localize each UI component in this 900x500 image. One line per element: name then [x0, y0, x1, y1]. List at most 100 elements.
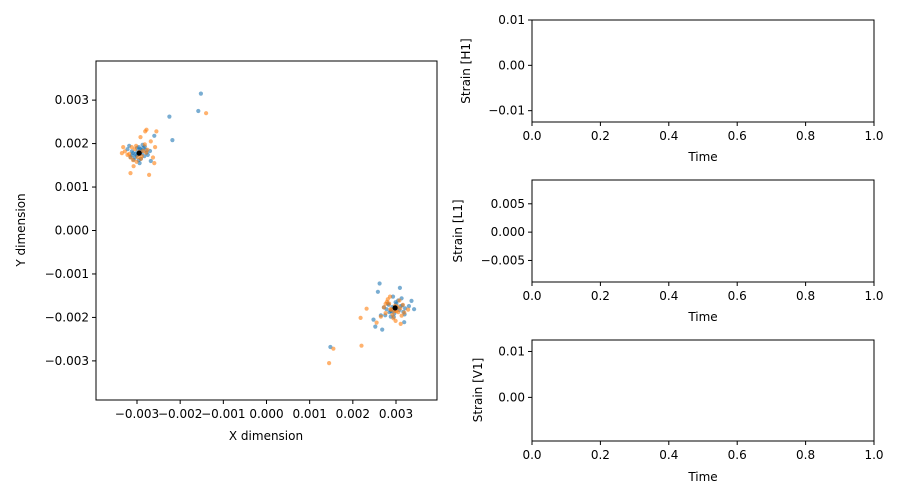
scatter-point-series-1	[152, 161, 157, 166]
strain-h1-y-tick-label: 0.00	[498, 58, 525, 72]
strain-l1-x-axis-label: Time	[687, 310, 717, 324]
scatter-x-tick-label: −0.003	[115, 407, 159, 421]
scatter-point-series-1	[374, 320, 379, 325]
strain-l1-x-tick-label: 0.6	[728, 289, 747, 303]
strain-l1-x-ticks: 0.0 0.2 0.4 0.6 0.8 1.0	[522, 282, 884, 303]
scatter-point-series-1	[398, 321, 403, 326]
strain-h1-x-tick-label: 1.0	[864, 129, 883, 143]
strain-h1-x-tick-label: 0.6	[728, 129, 747, 143]
scatter-point-series-0	[148, 158, 153, 164]
scatter-y-axis-label: Y dimension	[14, 193, 28, 267]
scatter-point-series-1	[204, 111, 209, 116]
scatter-point-series-1	[393, 318, 398, 323]
scatter-point-series-1	[127, 151, 132, 157]
scatter-point-series-1	[359, 343, 364, 348]
scatter-point-series-1	[383, 311, 388, 316]
cluster-center-point	[136, 150, 142, 156]
strain-l1-y-tick-label: −0.005	[481, 253, 525, 267]
strain-v1-x-tick-label: 0.0	[522, 448, 541, 462]
scatter-point-series-0	[397, 285, 402, 290]
strain-v1-x-axis-label: Time	[687, 470, 717, 484]
strain-v1-panel: 0.0 0.2 0.4 0.6 0.8 1.0 0.00 0.01 Time Strain …	[471, 339, 884, 484]
scatter-point-series-1	[131, 164, 136, 169]
scatter-point-series-0	[198, 91, 203, 96]
strain-l1-y-axis-label: Strain [L1]	[451, 199, 465, 262]
strain-h1-axes-frame	[531, 19, 875, 123]
scatter-points	[119, 91, 417, 366]
strain-l1-y-tick-label: 0.005	[491, 197, 525, 211]
strain-h1-x-axis-label: Time	[687, 150, 717, 164]
scatter-point-series-1	[128, 155, 133, 160]
scatter-point-series-1	[140, 148, 146, 154]
scatter-point-series-1	[134, 143, 139, 148]
scatter-point-series-1	[400, 302, 405, 307]
strain-l1-panel: 0.0 0.2 0.4 0.6 0.8 1.0 −0.005 0.000 0.005 Time…	[451, 179, 884, 324]
scatter-point-series-0	[152, 133, 157, 138]
scatter-point-series-1	[387, 294, 393, 299]
strain-l1-x-tick-label: 1.0	[864, 289, 883, 303]
scatter-y-tick-label: 0.002	[55, 137, 89, 151]
scatter-y-ticks: −0.003 −0.002 −0.001 0.000 0.001 0.002 0.003	[45, 93, 96, 368]
strain-h1-x-tick-label: 0.0	[522, 129, 541, 143]
scatter-point-series-0	[390, 294, 396, 299]
scatter-point-series-0	[371, 317, 376, 322]
scatter-point-series-1	[131, 158, 136, 163]
strain-h1-y-tick-label: −0.01	[488, 104, 525, 118]
strain-v1-x-tick-label: 0.6	[728, 448, 747, 462]
strain-v1-axes-frame	[531, 339, 875, 442]
scatter-point-series-1	[134, 159, 139, 164]
scatter-point-series-1	[121, 145, 126, 150]
strain-v1-y-tick-label: 0.01	[498, 344, 525, 358]
scatter-point-series-1	[390, 312, 395, 317]
scatter-point-series-1	[147, 172, 152, 177]
scatter-point-series-1	[135, 155, 140, 160]
scatter-point-series-0	[406, 304, 411, 309]
scatter-x-tick-label: −0.002	[158, 407, 202, 421]
strain-v1-y-ticks: 0.00 0.01	[498, 344, 532, 404]
scatter-y-tick-label: −0.002	[45, 310, 89, 324]
scatter-point-series-1	[331, 346, 336, 351]
strain-l1-y-tick-label: 0.000	[491, 225, 525, 239]
scatter-point-series-1	[381, 305, 386, 310]
scatter-point-series-1	[138, 135, 143, 140]
strain-v1-x-tick-label: 0.8	[796, 448, 815, 462]
scatter-point-series-1	[148, 139, 153, 144]
scatter-point-series-0	[373, 324, 378, 329]
strain-h1-x-ticks: 0.0 0.2 0.4 0.6 0.8 1.0	[522, 122, 884, 143]
strain-h1-panel: 0.0 0.2 0.4 0.6 0.8 1.0 −0.01 0.00 0.01 Time St…	[459, 13, 884, 164]
scatter-point-series-1	[129, 145, 134, 150]
scatter-point-series-0	[170, 138, 175, 143]
scatter-panel: −0.003−0.002−0.001 0.000 0.001 0.002 0.003 −…	[14, 60, 438, 443]
strain-h1-x-tick-label: 0.4	[659, 129, 678, 143]
scatter-point-series-1	[132, 147, 137, 152]
scatter-y-tick-label: 0.001	[55, 180, 89, 194]
scatter-point-series-1	[397, 298, 402, 303]
scatter-point-series-1	[153, 145, 158, 150]
strain-h1-x-tick-label: 0.2	[591, 129, 610, 143]
scatter-point-series-1	[150, 155, 156, 160]
scatter-point-series-1	[327, 361, 332, 366]
scatter-x-ticks: −0.003−0.002−0.001 0.000 0.001 0.002 0.003	[115, 400, 413, 421]
scatter-x-tick-label: 0.000	[249, 407, 283, 421]
scatter-point-series-0	[167, 114, 172, 119]
strain-h1-y-axis-label: Strain [H1]	[459, 38, 473, 103]
scatter-y-tick-label: 0.000	[55, 224, 89, 238]
scatter-point-series-1	[358, 315, 363, 320]
strain-v1-y-axis-label: Strain [V1]	[471, 358, 485, 423]
scatter-y-tick-label: −0.001	[45, 267, 89, 281]
scatter-point-series-1	[398, 306, 403, 311]
scatter-point-series-0	[380, 327, 385, 332]
scatter-point-series-1	[402, 310, 407, 315]
cluster-center-point	[392, 305, 398, 311]
scatter-x-tick-label: 0.003	[379, 407, 413, 421]
scatter-point-series-1	[378, 314, 383, 319]
scatter-y-tick-label: 0.003	[55, 93, 89, 107]
strain-l1-y-ticks: −0.005 0.000 0.005	[481, 197, 532, 267]
scatter-point-series-1	[119, 151, 124, 156]
scatter-x-tick-label: −0.001	[201, 407, 245, 421]
strain-l1-x-tick-label: 0.8	[796, 289, 815, 303]
strain-h1-y-tick-label: 0.01	[498, 13, 525, 27]
strain-l1-x-tick-label: 0.0	[522, 289, 541, 303]
